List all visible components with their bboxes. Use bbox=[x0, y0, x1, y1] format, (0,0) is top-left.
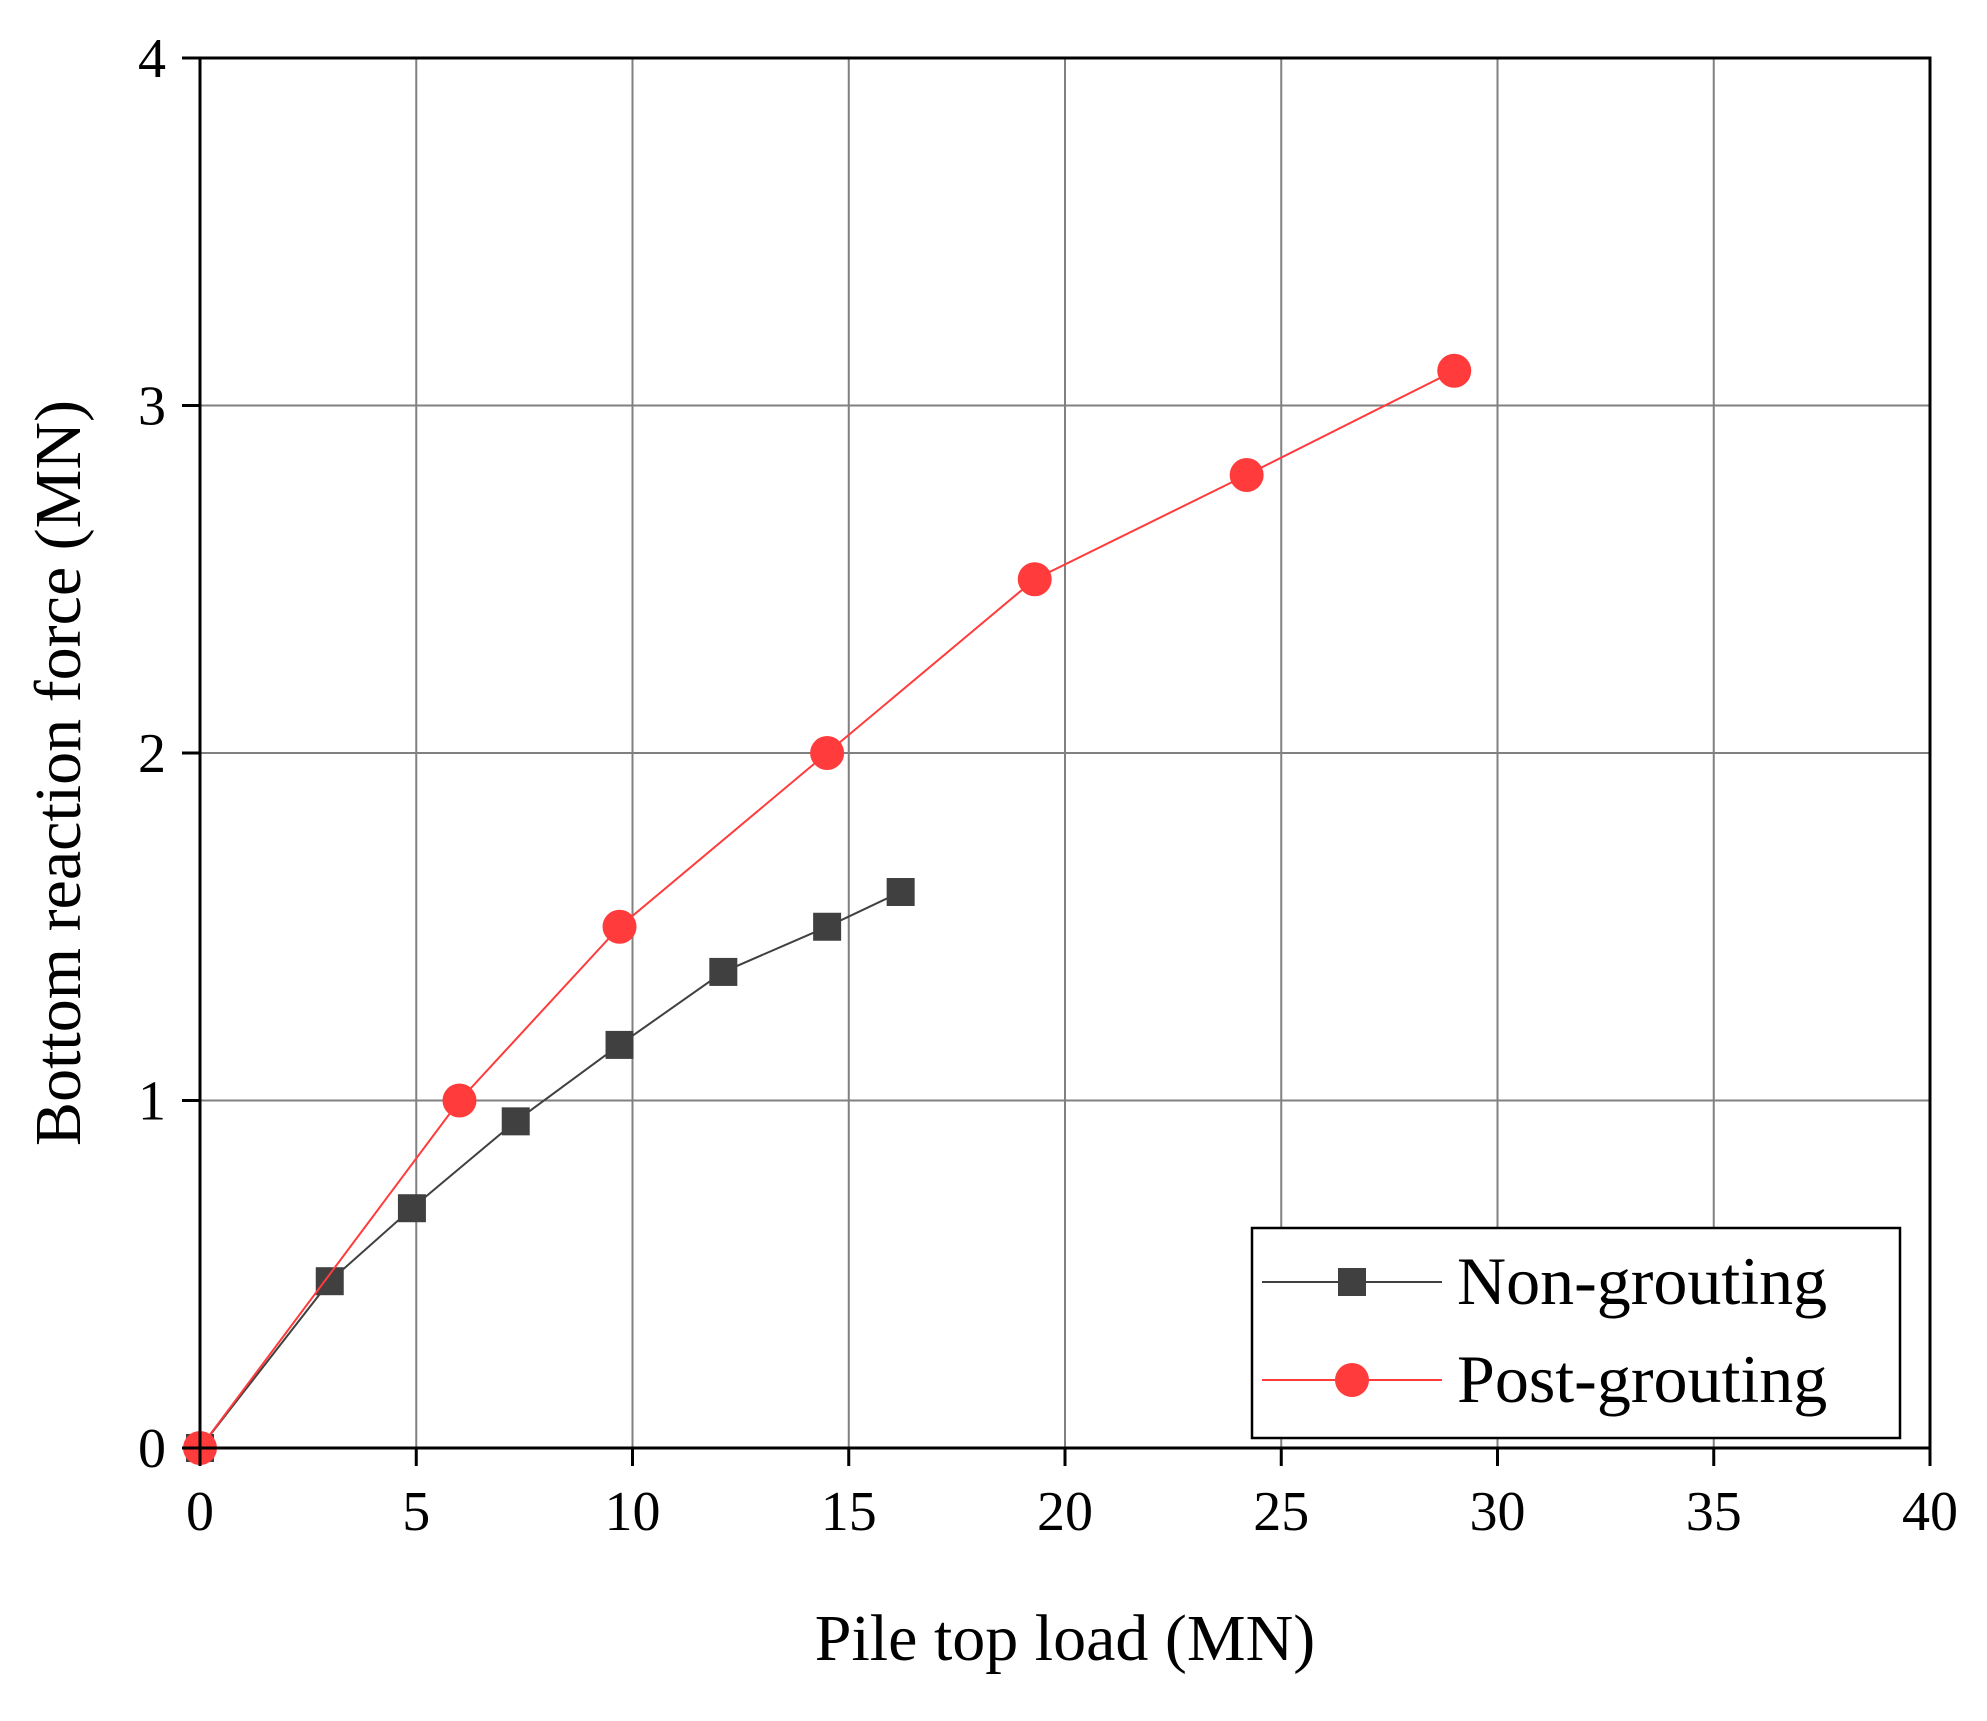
data-point bbox=[1017, 562, 1052, 597]
x-tick-label: 10 bbox=[605, 1481, 661, 1543]
legend-marker bbox=[1338, 1268, 1366, 1296]
data-point bbox=[886, 878, 915, 906]
data-point bbox=[602, 909, 637, 944]
ticks: 0 5 10 15 20 25 30 35 40 0 1 2 3 4 bbox=[138, 28, 1958, 1543]
y-tick-label: 1 bbox=[138, 1071, 166, 1133]
y-tick-label: 2 bbox=[138, 723, 166, 785]
data-point bbox=[813, 912, 842, 941]
grid bbox=[200, 58, 1930, 1448]
x-tick-label: 20 bbox=[1037, 1481, 1093, 1543]
x-tick-label: 5 bbox=[402, 1481, 430, 1543]
legend: Non-grouting Post-grouting bbox=[1250, 1226, 1902, 1440]
legend-label: Post-grouting bbox=[1457, 1341, 1827, 1417]
x-tick-label: 30 bbox=[1470, 1481, 1526, 1543]
legend-marker bbox=[1335, 1363, 1369, 1397]
data-point bbox=[709, 957, 738, 986]
data-point bbox=[501, 1107, 530, 1136]
legend-item: Non-grouting bbox=[1262, 1243, 1827, 1319]
legend-box bbox=[1250, 1226, 1902, 1440]
data-point bbox=[1437, 353, 1472, 388]
data-point bbox=[315, 1267, 344, 1296]
data-point bbox=[810, 736, 845, 770]
y-tick-label: 4 bbox=[138, 28, 166, 90]
y-tick-label: 3 bbox=[138, 376, 166, 438]
x-tick-label: 0 bbox=[186, 1481, 214, 1543]
data-point bbox=[1229, 458, 1264, 492]
y-tick-label: 0 bbox=[138, 1418, 166, 1480]
legend-item: Post-grouting bbox=[1262, 1341, 1827, 1417]
series-post-grouting bbox=[183, 353, 1472, 1465]
x-axis-title: Pile top load (MN) bbox=[815, 1602, 1315, 1675]
x-tick-label: 15 bbox=[821, 1481, 877, 1543]
x-tick-label: 25 bbox=[1253, 1481, 1309, 1543]
data-point bbox=[397, 1194, 426, 1223]
x-tick-label: 35 bbox=[1686, 1481, 1742, 1543]
data-point bbox=[442, 1083, 477, 1118]
legend-label: Non-grouting bbox=[1457, 1243, 1827, 1319]
x-tick-label: 40 bbox=[1902, 1481, 1958, 1543]
y-axis-title: Bottom reaction force (MN) bbox=[22, 400, 95, 1146]
data-point bbox=[605, 1030, 634, 1059]
